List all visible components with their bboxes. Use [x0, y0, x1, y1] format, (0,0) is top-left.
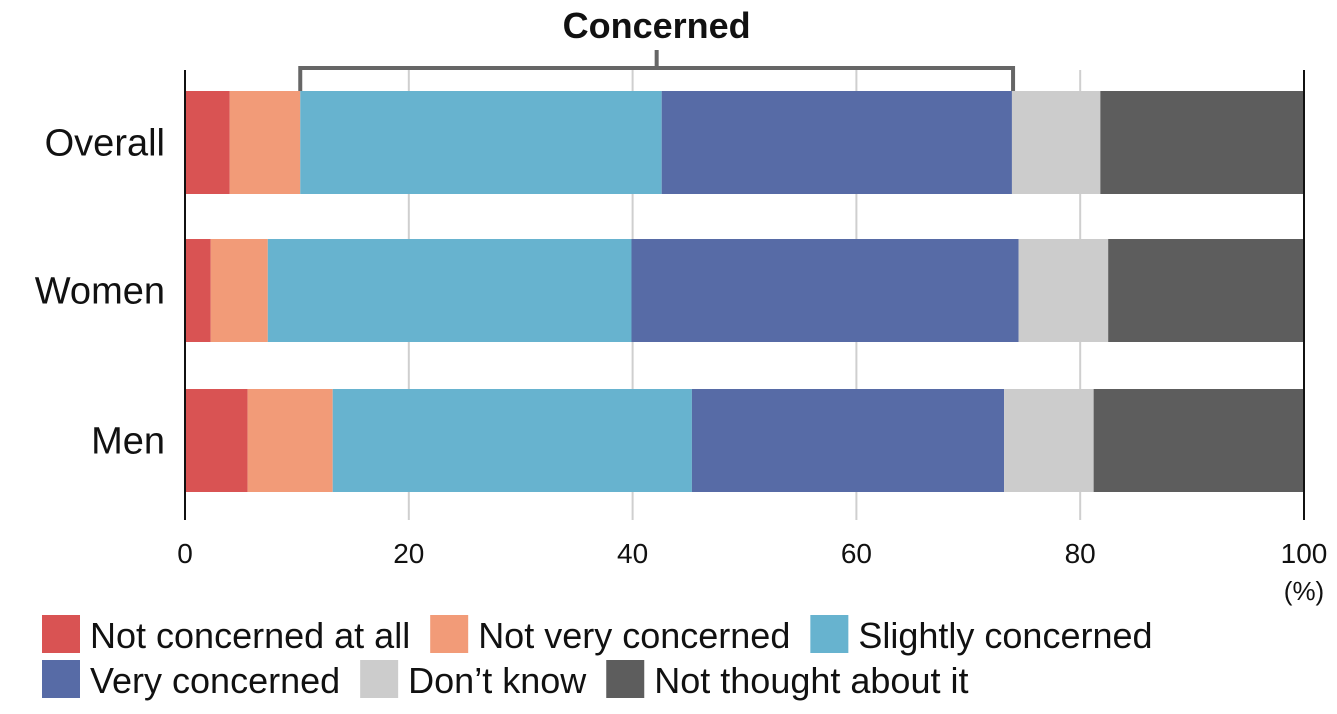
- bracket-line: [298, 50, 1016, 91]
- legend-item-1: Not concerned at all: [42, 615, 410, 656]
- bar-women-series-3: [267, 239, 632, 342]
- bar-overall-series-6: [1100, 91, 1304, 194]
- legend-label-2: Not very concerned: [478, 615, 790, 656]
- bar-men-series-1: [185, 389, 248, 492]
- legend-label-6: Not thought about it: [654, 660, 968, 701]
- legend-swatch-6: [606, 660, 645, 698]
- bracket-label: Concerned: [563, 5, 751, 46]
- bar-women-series-2: [210, 239, 268, 342]
- x-tick-label-20: 20: [393, 538, 424, 569]
- legend-swatch-5: [360, 660, 399, 698]
- category-label-women: Women: [35, 271, 165, 313]
- bar-men-series-2: [247, 389, 333, 492]
- bars-group: [185, 91, 1304, 492]
- bar-overall-series-4: [661, 91, 1012, 194]
- legend-item-2: Not very concerned: [430, 615, 790, 656]
- axes-group: [184, 70, 1305, 520]
- category-label-overall: Overall: [45, 123, 165, 165]
- legend-item-5: Don’t know: [360, 660, 587, 701]
- legend-item-6: Not thought about it: [606, 660, 968, 701]
- legend-item-4: Very concerned: [42, 660, 340, 701]
- bar-men-series-3: [332, 389, 692, 492]
- legend-item-3: Slightly concerned: [810, 615, 1153, 656]
- legend-label-5: Don’t know: [408, 660, 587, 701]
- bar-women-series-5: [1018, 239, 1109, 342]
- bar-women-series-4: [631, 239, 1019, 342]
- legend-label-4: Very concerned: [90, 660, 340, 701]
- category-labels: Overall Women Men: [35, 123, 165, 463]
- bar-men-series-5: [1004, 389, 1094, 492]
- legend: Not concerned at all Not very concerned Sl…: [42, 615, 1153, 701]
- legend-label-1: Not concerned at all: [90, 615, 410, 656]
- x-tick-label-60: 60: [841, 538, 872, 569]
- legend-swatch-1: [42, 615, 80, 653]
- bar-overall-series-2: [229, 91, 301, 194]
- legend-swatch-4: [42, 660, 80, 698]
- bar-men-series-6: [1093, 389, 1304, 492]
- bar-overall-series-3: [300, 91, 662, 194]
- x-tick-label-0: 0: [177, 538, 193, 569]
- x-tick-label-40: 40: [617, 538, 648, 569]
- bar-men-series-4: [691, 389, 1005, 492]
- legend-swatch-2: [430, 615, 469, 653]
- x-tick-label-80: 80: [1065, 538, 1096, 569]
- legend-label-3: Slightly concerned: [858, 615, 1152, 656]
- legend-swatch-3: [810, 615, 849, 653]
- category-label-men: Men: [91, 421, 165, 463]
- x-tick-labels: 0 20 40 60 80 100: [177, 538, 1327, 569]
- concerned-bracket: Concerned: [298, 5, 1016, 91]
- bar-overall-series-1: [185, 91, 230, 194]
- bar-women-series-6: [1108, 239, 1304, 342]
- bar-overall-series-5: [1011, 91, 1101, 194]
- x-tick-label-100: 100: [1281, 538, 1328, 569]
- bar-women-series-1: [185, 239, 211, 342]
- x-unit-label: (%): [1284, 576, 1324, 606]
